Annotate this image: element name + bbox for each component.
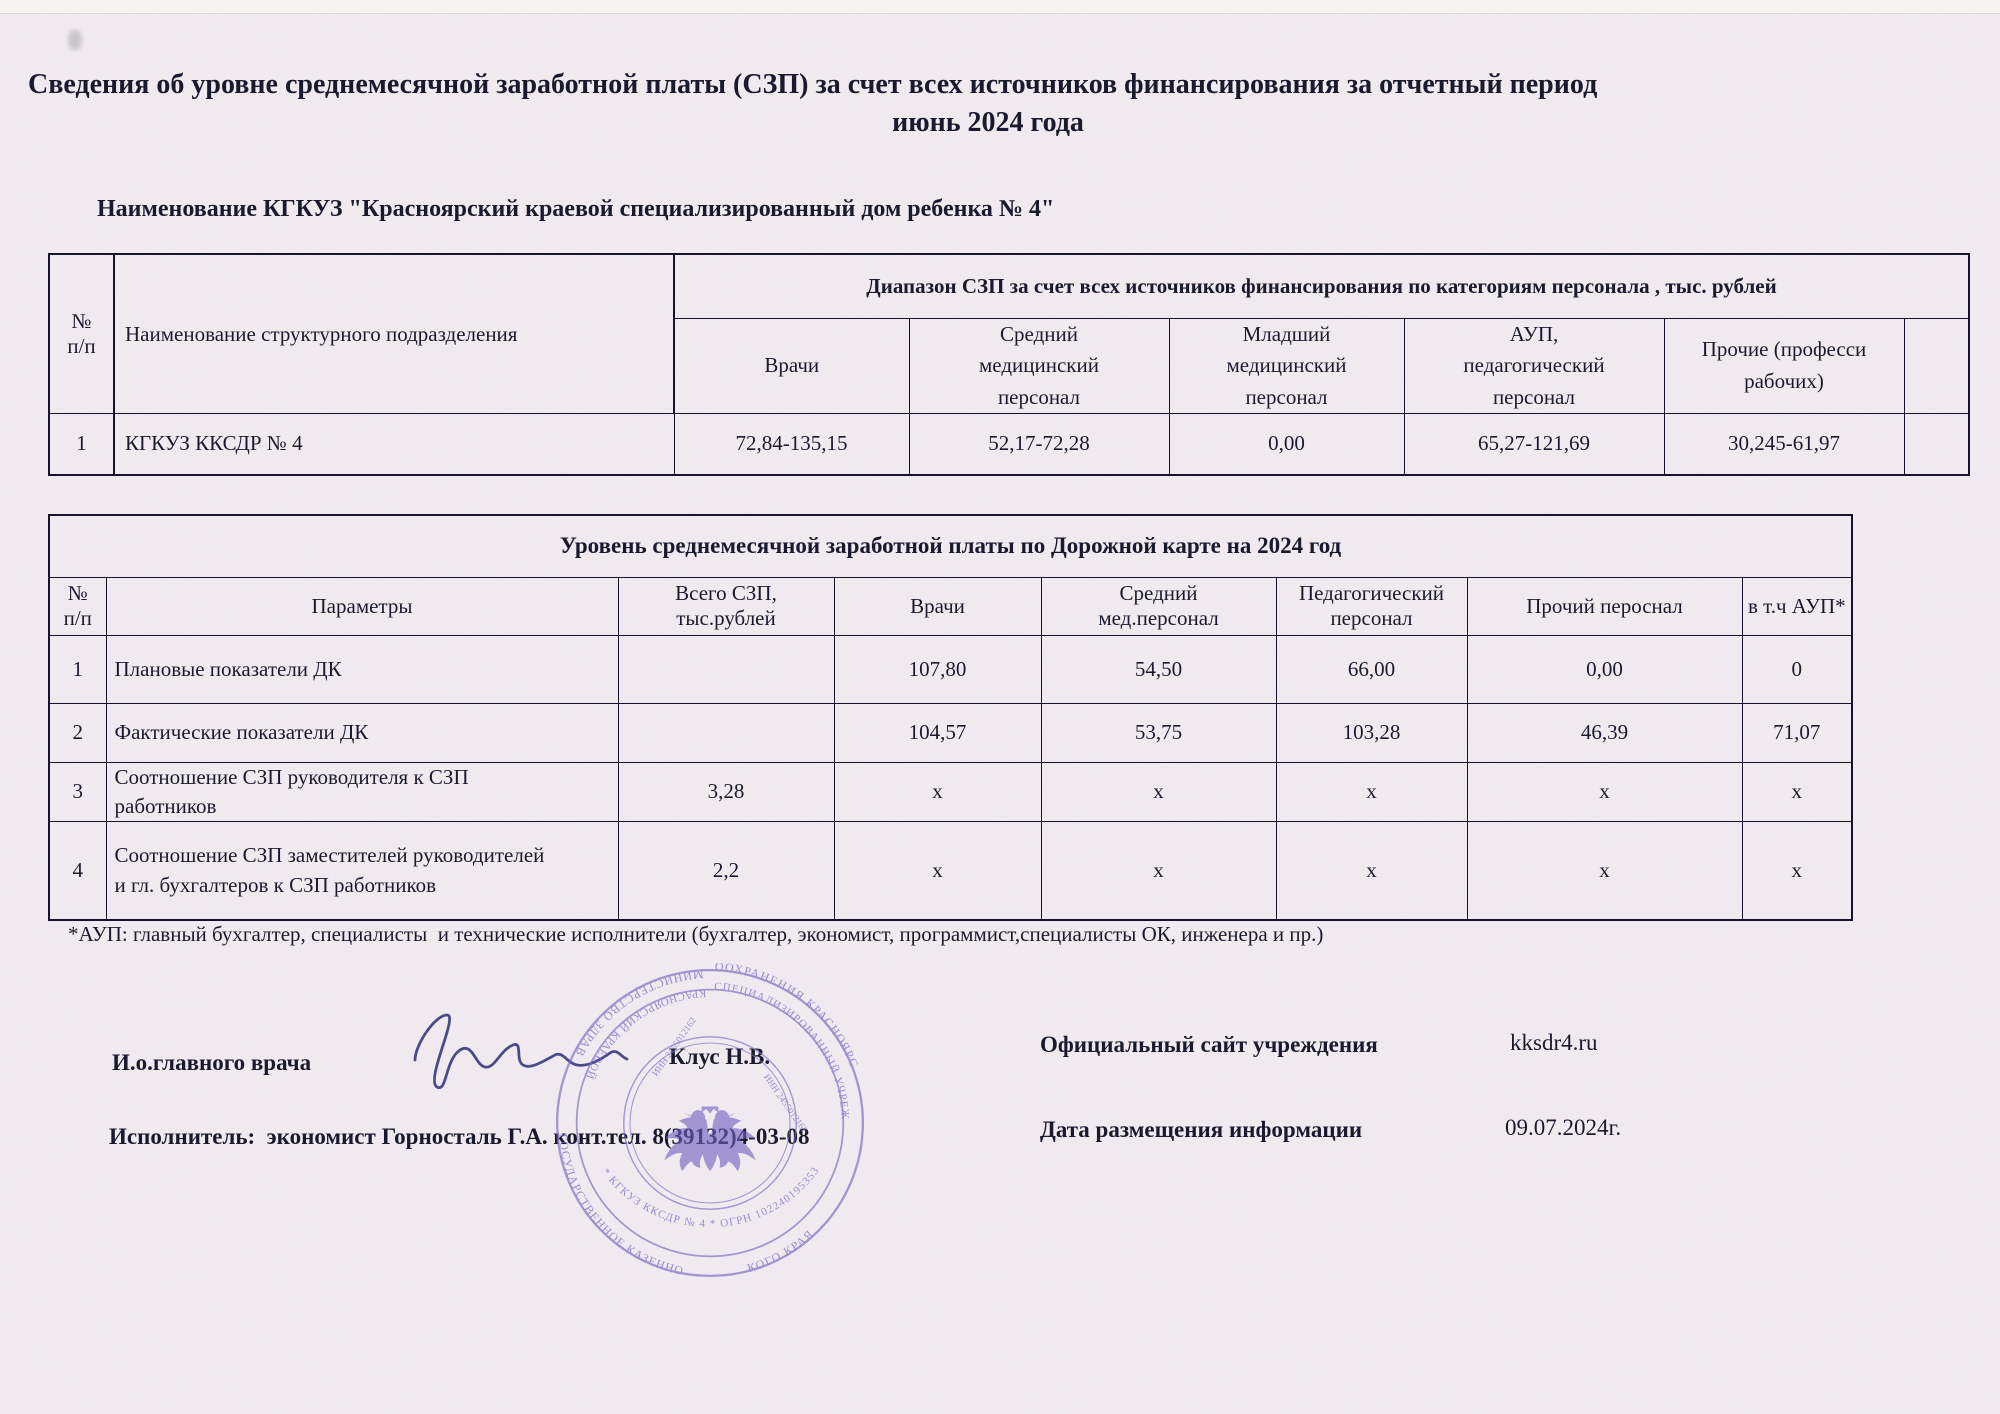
svg-text:КОГО КРАЯ: КОГО КРАЯ (745, 1227, 816, 1276)
svg-text:ИНН 2455012162: ИНН 2455012162 (761, 1073, 809, 1136)
svg-text:ИНН 2455012162: ИНН 2455012162 (651, 1016, 699, 1079)
